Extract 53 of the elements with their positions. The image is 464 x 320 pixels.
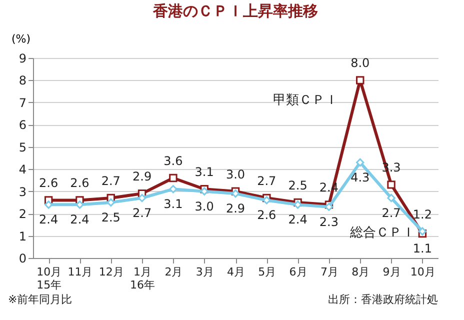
data-label: 3.0 [226, 167, 246, 182]
data-label: 4.3 [350, 170, 370, 184]
chart-title: 香港のＣＰＩ上昇率推移 [152, 2, 318, 20]
data-label: 2.6 [257, 208, 276, 222]
data-label: 2.3 [319, 214, 339, 229]
data-label: 2.9 [132, 170, 152, 184]
x-tick-label: 2月 [164, 266, 183, 278]
y-tick-label: 1 [18, 229, 26, 244]
x-tick-label: 8月 [352, 266, 370, 278]
data-label: 1.1 [412, 242, 432, 256]
series-label: 総合ＣＰＩ [349, 225, 416, 240]
data-label: 2.6 [70, 176, 90, 190]
data-label: 2.4 [70, 212, 90, 227]
y-tick-label: 4 [18, 162, 26, 177]
data-label: 3.6 [164, 154, 183, 168]
x-tick-label: 3月 [196, 266, 214, 278]
data-label: 2.7 [101, 174, 120, 188]
y-axis-title: (%) [12, 32, 31, 46]
y-tick-label: 5 [18, 140, 26, 154]
data-label: 2.6 [39, 176, 58, 190]
data-label: 2.4 [39, 212, 58, 227]
x-tick-label: 10月 15年 [36, 266, 62, 292]
data-label: 3.0 [194, 199, 214, 214]
x-tick-label: 12月 [98, 266, 124, 278]
series-label: 甲類ＣＰＩ [273, 93, 338, 108]
x-tick-label: 5月 [258, 266, 276, 278]
y-tick-label: 3 [18, 184, 26, 199]
data-label: 2.4 [288, 212, 308, 227]
data-label: 3.1 [194, 165, 214, 180]
data-label: 3.1 [164, 197, 183, 212]
y-tick-label: 0 [18, 252, 26, 266]
data-label: 2.7 [132, 206, 152, 220]
y-tick-label: 9 [18, 52, 26, 66]
x-tick-label: 11月 [68, 266, 93, 278]
data-label: 2.7 [382, 206, 401, 220]
y-tick-label: 7 [18, 96, 26, 110]
data-label: 2.7 [257, 174, 276, 188]
x-tick-label: 1月 16年 [130, 266, 156, 292]
x-tick-label: 4月 [227, 266, 245, 278]
data-label: 2.9 [226, 202, 246, 216]
data-label: 2.5 [288, 178, 308, 192]
data-label: 8.0 [350, 56, 370, 70]
x-tick-label: 6月 [289, 266, 308, 278]
x-tick-label: 9月 [382, 266, 401, 278]
y-tick-label: 2 [18, 207, 26, 222]
text: ※前年同月比 [8, 293, 72, 306]
x-tick-label: 7月 [320, 266, 338, 278]
data-label: 1.2 [412, 207, 432, 222]
y-tick-label: 6 [18, 118, 26, 132]
data-label: 2.5 [101, 210, 120, 224]
y-tick-label: 8 [18, 74, 26, 88]
text: 出所：香港政府統計処 [328, 293, 438, 306]
x-tick-label: 10月 [410, 266, 436, 278]
